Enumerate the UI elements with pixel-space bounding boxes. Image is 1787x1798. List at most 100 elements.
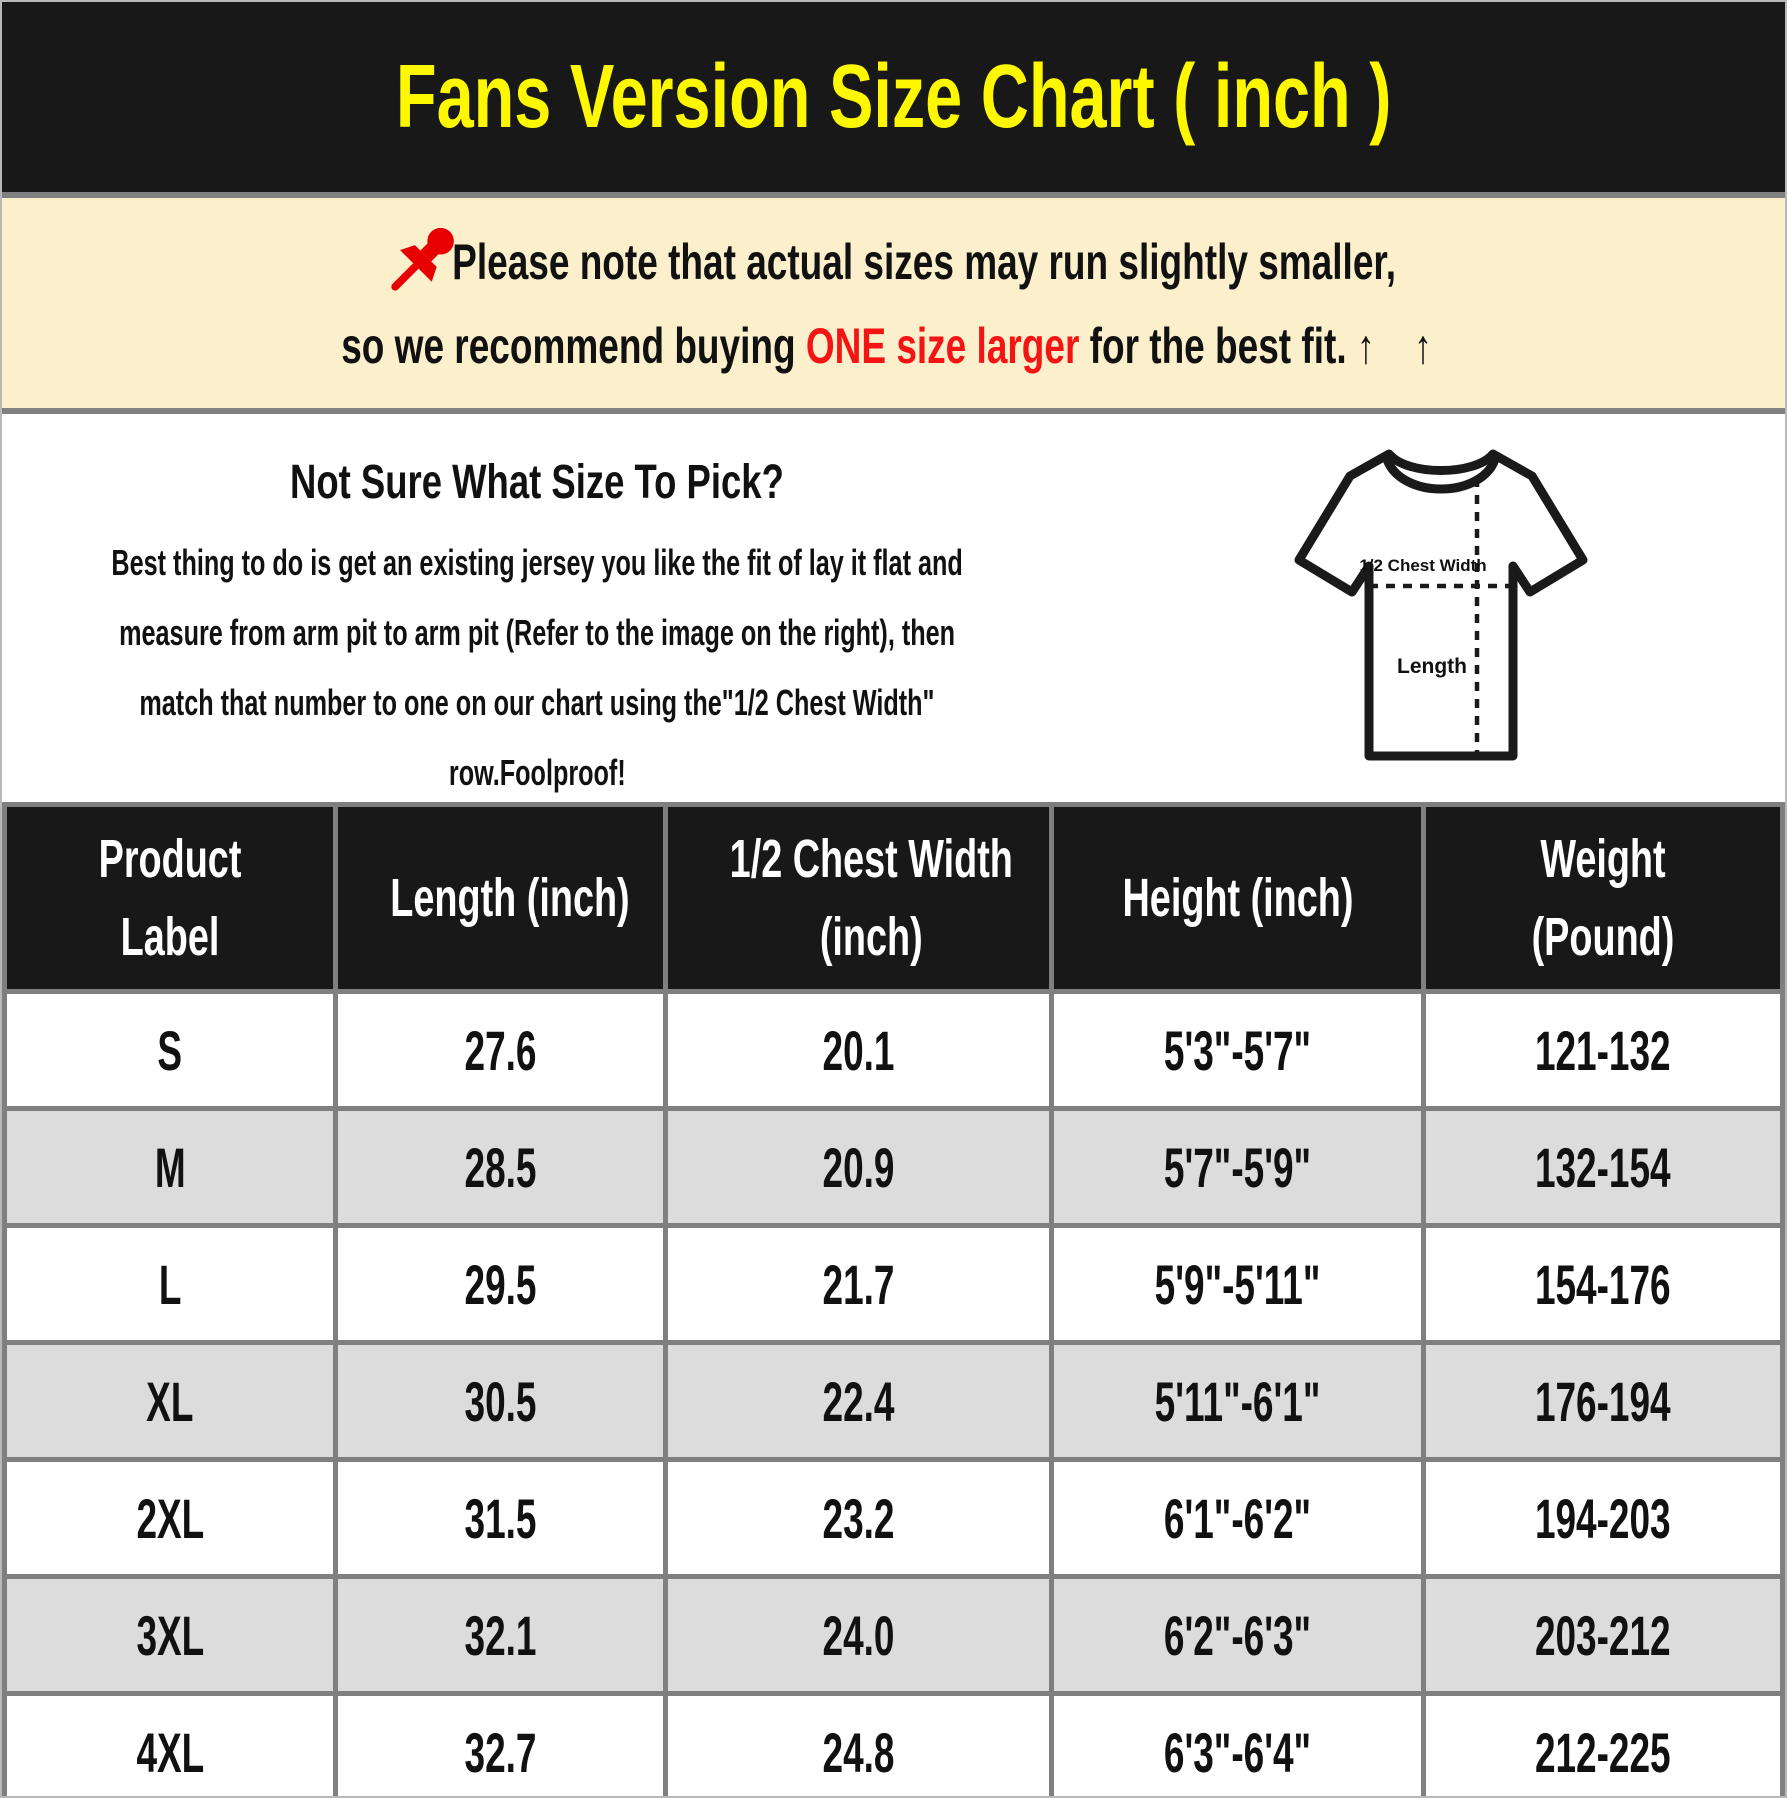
table-cell: 5'3"-5'7" [1049, 989, 1426, 1111]
column-header: 1/2 Chest Width (inch) [663, 802, 1055, 994]
tshirt-collar [1381, 454, 1501, 494]
size-guide-section: Not Sure What Size To Pick? Best thing t… [2, 414, 1785, 802]
column-header: Height (inch) [1049, 802, 1426, 994]
table-cell: 32.7 [332, 1691, 669, 1796]
size-value: 32.7 [464, 1720, 537, 1784]
column-header-label: Product Label [98, 828, 242, 967]
chest-width-label: 1/2 Chest Width [1359, 556, 1486, 575]
table-cell: 20.9 [663, 1106, 1055, 1228]
column-header-label: 1/2 Chest Width (inch) [730, 828, 1014, 967]
size-value: 28.5 [464, 1135, 537, 1199]
size-value: 132-154 [1535, 1135, 1671, 1199]
guide-heading: Not Sure What Size To Pick? [290, 456, 784, 509]
table-cell: 24.0 [663, 1574, 1055, 1696]
size-value: 31.5 [464, 1486, 537, 1550]
size-label: 4XL [135, 1720, 204, 1784]
title-bar: Fans Version Size Chart ( inch ) [2, 2, 1785, 192]
length-label: Length [1397, 655, 1467, 678]
size-label: L [158, 1252, 182, 1316]
notice-line-2: so we recommend buying ONE size larger f… [147, 317, 1641, 375]
table-cell: 28.5 [332, 1106, 669, 1228]
size-value: 5'9"-5'11" [1154, 1252, 1321, 1316]
size-label: XL [146, 1369, 194, 1433]
table-cell: 203-212 [1420, 1574, 1785, 1696]
size-value: 32.1 [464, 1603, 537, 1667]
table-cell: 121-132 [1420, 989, 1785, 1111]
size-value: 154-176 [1535, 1252, 1671, 1316]
size-label: M [154, 1135, 186, 1199]
table-cell: 27.6 [332, 989, 669, 1111]
size-value: 194-203 [1535, 1486, 1671, 1550]
table-row: S 27.6 20.1 5'3"-5'7" 121-132 [2, 989, 1785, 1111]
table-cell: S [2, 989, 338, 1111]
tshirt-outline [1294, 449, 1588, 761]
table-cell: 3XL [2, 1574, 338, 1696]
table-row: L 29.5 21.7 5'9"-5'11" 154-176 [2, 1223, 1785, 1345]
size-value: 22.4 [822, 1369, 895, 1433]
table-cell: 2XL [2, 1457, 338, 1579]
table-header-row: Product Label Length (inch) 1/2 Chest Widt… [2, 802, 1785, 994]
table-cell: 4XL [2, 1691, 338, 1796]
size-value: 176-194 [1535, 1369, 1671, 1433]
column-header-label: Length (inch) [389, 867, 630, 928]
size-value: 5'7"-5'9" [1163, 1135, 1312, 1199]
section-divider [2, 192, 1785, 198]
column-header: Product Label [2, 802, 338, 994]
table-cell: 132-154 [1420, 1106, 1785, 1228]
notice-text-2b: for the best fit. [1078, 318, 1347, 374]
table-cell: 6'3"-6'4" [1049, 1691, 1426, 1796]
table-cell: XL [2, 1340, 338, 1462]
table-cell: 6'2"-6'3" [1049, 1574, 1426, 1696]
table-row: XL 30.5 22.4 5'11"-6'1" 176-194 [2, 1340, 1785, 1462]
pushpin-icon [381, 227, 463, 301]
table-cell: 22.4 [663, 1340, 1055, 1462]
size-value: 5'3"-5'7" [1163, 1018, 1312, 1082]
size-value: 20.1 [822, 1018, 895, 1082]
up-arrows-icon: ↑ ↑ [1356, 321, 1447, 374]
table-cell: 32.1 [332, 1574, 669, 1696]
table-cell: 5'11"-6'1" [1049, 1340, 1426, 1462]
table-cell: M [2, 1106, 338, 1228]
table-cell: 176-194 [1420, 1340, 1785, 1462]
table-row: 2XL 31.5 23.2 6'1"-6'2" 194-203 [2, 1457, 1785, 1579]
tshirt-measure-diagram: 1/2 Chest Width Length [1294, 449, 1588, 761]
column-header: Weight (Pound) [1420, 802, 1785, 994]
table-cell: 31.5 [332, 1457, 669, 1579]
notice-line-1: Please note that actual sizes may run sl… [215, 227, 1573, 301]
page-title: Fans Version Size Chart ( inch ) [395, 46, 1392, 147]
table-cell: 23.2 [663, 1457, 1055, 1579]
size-value: 30.5 [464, 1369, 537, 1433]
table-cell: 194-203 [1420, 1457, 1785, 1579]
guide-line: Best thing to do is get an existing jers… [111, 542, 963, 583]
table-cell: 30.5 [332, 1340, 669, 1462]
size-label: 2XL [135, 1486, 204, 1550]
size-value: 6'3"-6'4" [1163, 1720, 1312, 1784]
table-row: 3XL 32.1 24.0 6'2"-6'3" 203-212 [2, 1574, 1785, 1696]
size-value: 21.7 [822, 1252, 895, 1316]
size-label: S [157, 1018, 183, 1082]
size-value: 29.5 [464, 1252, 537, 1316]
size-value: 5'11"-6'1" [1154, 1369, 1321, 1433]
table-cell: 6'1"-6'2" [1049, 1457, 1426, 1579]
notice-text-1: Please note that actual sizes may run sl… [451, 234, 1396, 291]
table-cell: 24.8 [663, 1691, 1055, 1796]
section-divider [2, 408, 1785, 414]
guide-line: row.Foolproof! [448, 752, 626, 793]
column-header-label: Height (inch) [1122, 867, 1354, 928]
table-cell: 21.7 [663, 1223, 1055, 1345]
size-table-wrap: Product Label Length (inch) 1/2 Chest Widt… [2, 802, 1785, 1796]
table-cell: 20.1 [663, 989, 1055, 1111]
guide-line: measure from arm pit to arm pit (Refer t… [119, 612, 955, 653]
table-row: 4XL 32.7 24.8 6'3"-6'4" 212-225 [2, 1691, 1785, 1796]
table-cell: 5'7"-5'9" [1049, 1106, 1426, 1228]
size-value: 23.2 [822, 1486, 895, 1550]
size-table: Product Label Length (inch) 1/2 Chest Widt… [2, 802, 1785, 1796]
size-value: 6'1"-6'2" [1163, 1486, 1312, 1550]
notice-text-2a: so we recommend buying [340, 318, 806, 374]
table-cell: L [2, 1223, 338, 1345]
notice-banner: Please note that actual sizes may run sl… [2, 198, 1785, 408]
table-cell: 29.5 [332, 1223, 669, 1345]
table-cell: 5'9"-5'11" [1049, 1223, 1426, 1345]
table-cell: 154-176 [1420, 1223, 1785, 1345]
